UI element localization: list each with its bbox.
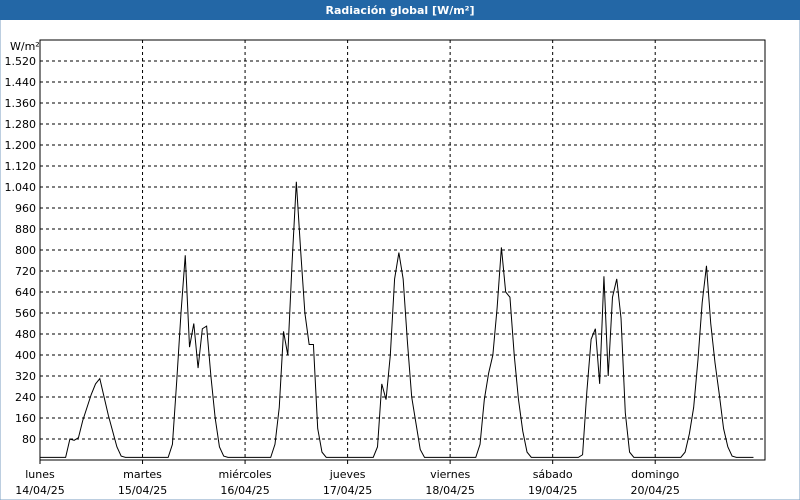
x-tick-date: 17/04/25: [323, 484, 372, 497]
y-tick-label: 1.440: [5, 76, 37, 89]
y-tick-label: 640: [15, 286, 36, 299]
y-tick-label: 720: [15, 265, 36, 278]
y-tick-label: 1.360: [5, 97, 37, 110]
x-tick-label: sábado: [533, 468, 573, 481]
y-tick-label: 1.280: [5, 118, 37, 131]
y-tick-label: 880: [15, 223, 36, 236]
x-tick-date: 16/04/25: [220, 484, 269, 497]
x-tick-label: lunes: [25, 468, 55, 481]
y-tick-label: 1.200: [5, 139, 37, 152]
y-tick-label: 80: [22, 433, 36, 446]
x-tick-date: 14/04/25: [15, 484, 64, 497]
x-tick-date: 19/04/25: [528, 484, 577, 497]
title-bar: [0, 0, 800, 20]
x-tick-label: jueves: [329, 468, 366, 481]
y-tick-label: 560: [15, 307, 36, 320]
chart-title: Radiación global [W/m²]: [325, 4, 474, 17]
y-tick-label: 1.520: [5, 55, 37, 68]
y-tick-label: 1.120: [5, 160, 37, 173]
x-tick-label: viernes: [430, 468, 470, 481]
x-tick-label: miércoles: [218, 468, 271, 481]
y-tick-label: 160: [15, 412, 36, 425]
y-tick-label: 480: [15, 328, 36, 341]
y-tick-label: 960: [15, 202, 36, 215]
x-tick-label: martes: [123, 468, 162, 481]
y-tick-label: 1.040: [5, 181, 37, 194]
x-tick-date: 20/04/25: [631, 484, 680, 497]
y-axis-label: W/m²: [10, 40, 40, 53]
x-tick-label: domingo: [631, 468, 679, 481]
data-line: [40, 181, 754, 458]
y-tick-label: 320: [15, 370, 36, 383]
y-tick-label: 400: [15, 349, 36, 362]
y-tick-label: 800: [15, 244, 36, 257]
y-tick-label: 240: [15, 391, 36, 404]
x-tick-date: 15/04/25: [118, 484, 167, 497]
x-tick-date: 18/04/25: [425, 484, 474, 497]
